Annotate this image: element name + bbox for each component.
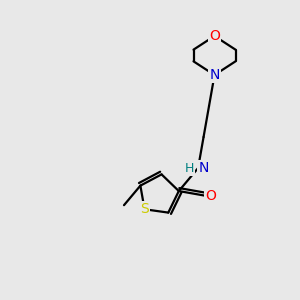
Text: O: O xyxy=(209,29,220,43)
Text: S: S xyxy=(140,202,149,216)
Text: O: O xyxy=(206,189,216,203)
Text: H: H xyxy=(185,162,194,175)
Text: N: N xyxy=(198,161,209,175)
Text: N: N xyxy=(209,68,220,82)
